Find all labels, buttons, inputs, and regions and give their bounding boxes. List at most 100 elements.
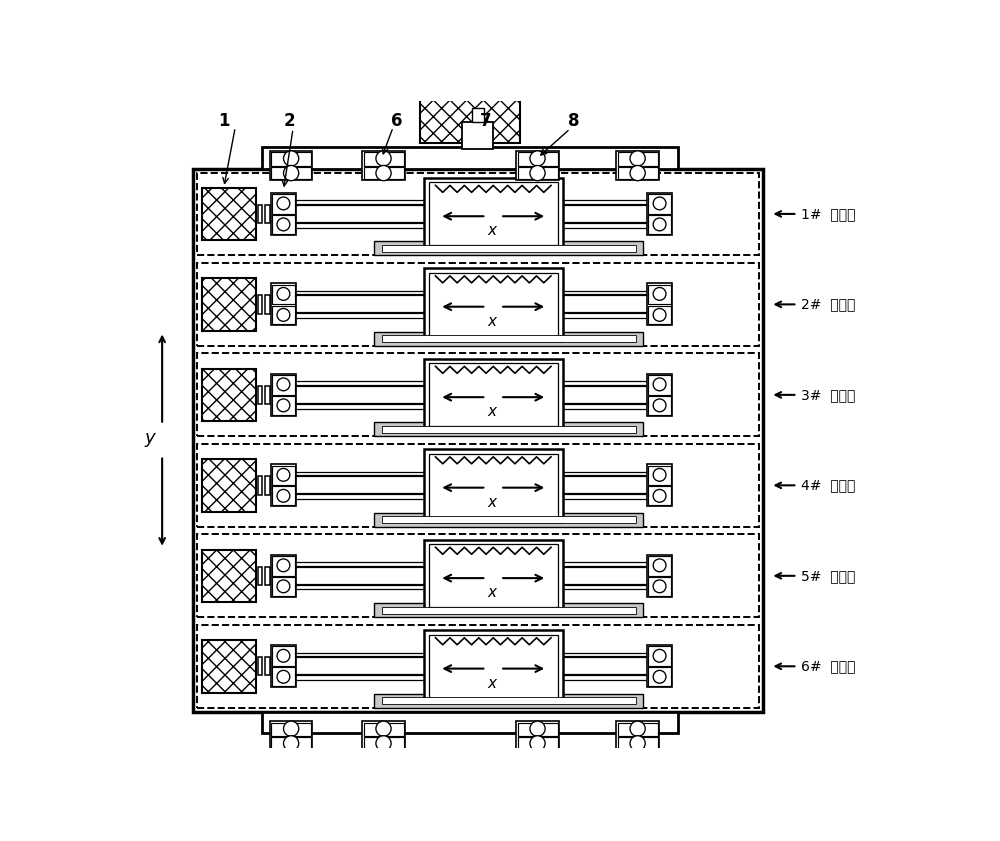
Bar	[262, 147, 678, 169]
Circle shape	[630, 151, 645, 166]
Bar	[647, 283, 672, 325]
Bar	[258, 567, 262, 585]
Bar	[265, 567, 270, 585]
Bar	[265, 295, 270, 314]
Bar	[374, 513, 643, 526]
Bar	[272, 668, 295, 686]
Bar	[472, 108, 484, 122]
Text: 7: 7	[480, 112, 491, 130]
Circle shape	[653, 468, 666, 481]
Circle shape	[653, 580, 666, 593]
Bar	[618, 738, 658, 749]
Circle shape	[653, 309, 666, 321]
Bar	[516, 151, 559, 180]
Circle shape	[530, 151, 545, 166]
Bar	[271, 167, 311, 179]
Bar	[382, 697, 636, 704]
Bar	[271, 283, 296, 325]
Bar	[518, 152, 558, 166]
Circle shape	[284, 166, 299, 181]
Bar	[258, 476, 262, 495]
Bar	[382, 516, 636, 523]
Bar	[648, 396, 671, 415]
Bar	[374, 241, 643, 256]
Text: 5#  工作站: 5# 工作站	[801, 569, 856, 583]
Bar	[462, 122, 493, 149]
Bar	[648, 486, 671, 505]
Circle shape	[277, 197, 290, 209]
Bar	[382, 336, 636, 342]
Bar	[270, 722, 312, 751]
Bar	[272, 556, 295, 576]
Circle shape	[653, 489, 666, 502]
Circle shape	[630, 721, 645, 737]
Circle shape	[653, 288, 666, 300]
Bar	[202, 278, 256, 331]
Bar	[202, 368, 256, 421]
Bar	[271, 645, 296, 687]
Bar	[424, 268, 563, 341]
Bar	[647, 464, 672, 506]
Bar	[648, 466, 671, 485]
Bar	[518, 738, 558, 749]
Bar	[382, 607, 636, 614]
Circle shape	[277, 288, 290, 300]
Circle shape	[277, 559, 290, 572]
Bar	[197, 625, 759, 707]
Bar	[647, 374, 672, 415]
Bar	[202, 549, 256, 602]
Bar	[648, 284, 671, 304]
Circle shape	[653, 559, 666, 572]
Text: 2: 2	[283, 112, 295, 130]
Bar	[374, 332, 643, 346]
Bar	[648, 305, 671, 325]
Circle shape	[277, 399, 290, 412]
Bar	[648, 375, 671, 395]
Bar	[429, 635, 558, 698]
Bar	[362, 151, 405, 180]
Bar	[374, 694, 643, 707]
Circle shape	[653, 218, 666, 230]
Bar	[647, 193, 672, 235]
Circle shape	[284, 736, 299, 751]
Bar	[516, 722, 559, 751]
Bar	[648, 647, 671, 666]
Bar	[618, 722, 658, 736]
Bar	[265, 386, 270, 404]
Circle shape	[277, 218, 290, 230]
Bar	[265, 476, 270, 495]
Circle shape	[530, 166, 545, 181]
Bar	[197, 534, 759, 617]
Bar	[424, 358, 563, 431]
Bar	[364, 722, 404, 736]
Circle shape	[277, 378, 290, 391]
Circle shape	[630, 166, 645, 181]
Bar	[382, 426, 636, 433]
Bar	[648, 215, 671, 234]
Text: 2#  工作站: 2# 工作站	[801, 298, 856, 311]
Text: 8: 8	[568, 112, 580, 130]
Circle shape	[277, 489, 290, 502]
Bar	[272, 215, 295, 234]
Bar	[616, 151, 659, 180]
Circle shape	[630, 736, 645, 751]
Bar	[271, 464, 296, 506]
Text: $x$: $x$	[487, 405, 499, 420]
Circle shape	[284, 151, 299, 166]
Bar	[364, 738, 404, 749]
Circle shape	[277, 670, 290, 683]
Circle shape	[653, 378, 666, 391]
Circle shape	[376, 721, 391, 737]
Circle shape	[277, 580, 290, 593]
Bar	[197, 172, 759, 256]
Bar	[420, 86, 520, 143]
Circle shape	[277, 649, 290, 662]
Circle shape	[376, 166, 391, 181]
Bar	[270, 151, 312, 180]
Circle shape	[653, 197, 666, 209]
Bar	[429, 544, 558, 607]
Bar	[364, 152, 404, 166]
Bar	[616, 722, 659, 751]
Bar	[618, 152, 658, 166]
Bar	[364, 167, 404, 179]
